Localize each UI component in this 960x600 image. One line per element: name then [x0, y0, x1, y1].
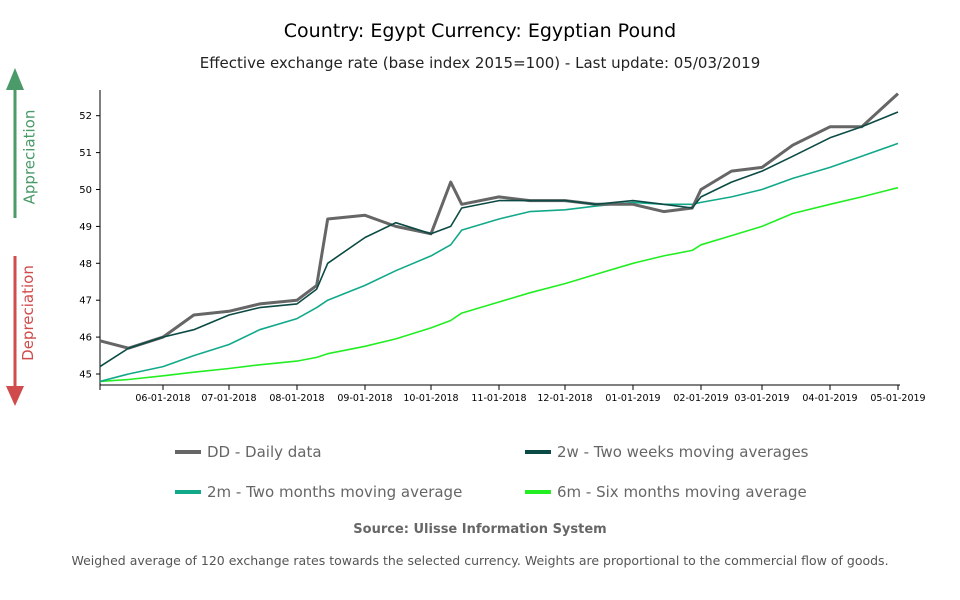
- chart-subtitle: Effective exchange rate (base index 2015…: [199, 54, 761, 72]
- y-tick-label: 45: [79, 370, 92, 381]
- depreciation-arrow-icon: [6, 256, 24, 406]
- x-tick-label: 02-01-2019: [673, 393, 728, 404]
- legend-item-2m[interactable]: 2m - Two months moving average: [175, 483, 462, 501]
- y-tick-label: 47: [79, 296, 92, 307]
- legend-swatch-daily: [175, 450, 201, 454]
- x-tick-label: 09-01-2018: [337, 393, 392, 404]
- x-tick-label: 04-01-2019: [802, 393, 857, 404]
- legend-item-6m[interactable]: 6m - Six months moving average: [525, 483, 807, 501]
- legend-item-daily[interactable]: DD - Daily data: [175, 443, 322, 461]
- y-tick-label: 46: [79, 333, 92, 344]
- y-tick-label: 50: [79, 185, 92, 196]
- x-tick-label: 10-01-2018: [403, 393, 458, 404]
- x-tick-label: 01-01-2019: [605, 393, 660, 404]
- depreciation-label: Depreciation: [18, 265, 37, 361]
- x-tick-label: 11-01-2018: [471, 393, 526, 404]
- x-tick-label: 05-01-2019: [870, 393, 925, 404]
- series-line-6m: [99, 186, 899, 383]
- x-tick-label: 06-01-2018: [135, 393, 190, 404]
- legend-label: 6m - Six months moving average: [557, 483, 807, 501]
- series-line-2w: [99, 111, 899, 368]
- y-tick-label: 52: [79, 111, 92, 122]
- footnote-text: Weighed average of 120 exchange rates to…: [71, 553, 889, 568]
- series-line-2m: [99, 142, 899, 383]
- legend-swatch-2m: [175, 490, 201, 494]
- legend-swatch-2w: [525, 450, 551, 454]
- legend-label: 2m - Two months moving average: [207, 483, 463, 501]
- legend-item-2w[interactable]: 2w - Two weeks moving averages: [525, 443, 809, 461]
- x-tick-label: 12-01-2018: [537, 393, 592, 404]
- x-axis: 06-01-2018 07-01-2018 08-01-2018 09-01-2018…: [99, 384, 926, 404]
- chart-title: Country: Egypt Currency: Egyptian Pound: [283, 20, 677, 42]
- series-line-daily: [99, 92, 900, 350]
- legend-swatch-6m: [525, 490, 551, 494]
- x-tick-label: 03-01-2019: [734, 393, 789, 404]
- legend-label: DD - Daily data: [207, 443, 322, 461]
- appreciation-arrow-icon: [6, 68, 24, 218]
- legend-label: 2w - Two weeks moving averages: [557, 443, 809, 461]
- y-tick-label: 51: [79, 148, 92, 159]
- y-axis: 45 46 47 48 49 50 51 52: [79, 90, 101, 385]
- y-tick-label: 48: [79, 259, 92, 270]
- y-tick-label: 49: [79, 222, 92, 233]
- x-tick-label: 07-01-2018: [201, 393, 256, 404]
- x-tick-label: 08-01-2018: [269, 393, 324, 404]
- series-lines: [99, 92, 900, 383]
- appreciation-label: Appreciation: [20, 109, 39, 205]
- source-text: Source: Ulisse Information System: [353, 522, 607, 537]
